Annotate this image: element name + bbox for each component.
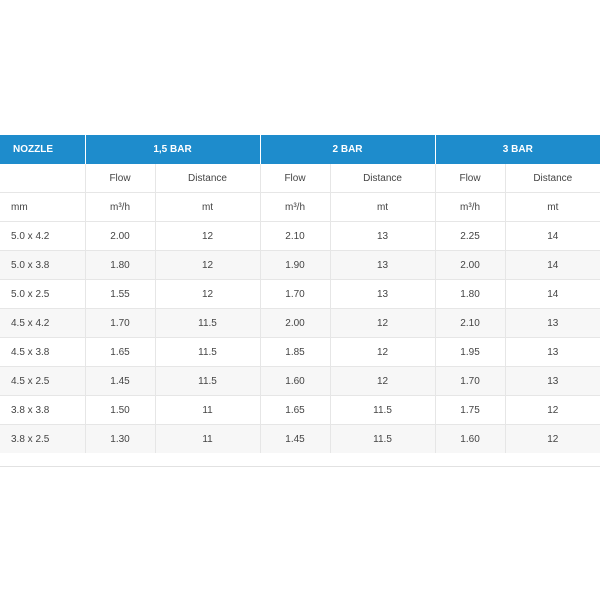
table-cell: 13	[329, 279, 436, 309]
subheader-cell: Flow	[434, 164, 506, 193]
table-cell: 2.10	[259, 221, 331, 251]
table-cell: 11	[154, 395, 261, 425]
table-row: 5.0 x 3.8 1.80 12 1.90 13 2.00 14	[0, 250, 600, 280]
table-cell: 13	[504, 366, 600, 396]
table-cell: 2.00	[434, 250, 506, 280]
table-row: 5.0 x 2.5 1.55 12 1.70 13 1.80 14	[0, 279, 600, 309]
table-cell: 2.10	[434, 308, 506, 338]
nozzle-size-cell: 4.5 x 4.2	[0, 308, 85, 338]
table-row: 4.5 x 4.2 1.70 11.5 2.00 12 2.10 13	[0, 308, 600, 338]
header-nozzle: NOZZLE	[0, 135, 85, 164]
unit-cell: m³/h	[434, 192, 506, 222]
table-cell: 1.95	[434, 337, 506, 367]
nozzle-size-cell: 5.0 x 4.2	[0, 221, 85, 251]
table-row: 3.8 x 2.5 1.30 11 1.45 11.5 1.60 12	[0, 424, 600, 453]
header-3-bar: 3 BAR	[434, 135, 600, 164]
table-cell: 14	[504, 279, 600, 309]
table-cell: 12	[329, 308, 436, 338]
table-cell: 1.50	[84, 395, 155, 425]
table-cell: 1.80	[84, 250, 155, 280]
table-cell: 1.45	[84, 366, 155, 396]
table-row: 4.5 x 2.5 1.45 11.5 1.60 12 1.70 13	[0, 366, 600, 396]
table-cell: 2.25	[434, 221, 506, 251]
header-2-bar: 2 BAR	[259, 135, 436, 164]
table-cell: 13	[329, 221, 436, 251]
unit-cell: mt	[329, 192, 436, 222]
table-cell: 12	[154, 221, 261, 251]
table-cell: 12	[329, 366, 436, 396]
subheader-cell: Distance	[329, 164, 436, 193]
subheader-row: Flow Distance Flow Distance Flow Distanc…	[0, 164, 600, 193]
table-cell: 13	[504, 337, 600, 367]
table-cell: 11.5	[329, 395, 436, 425]
unit-cell: m³/h	[259, 192, 331, 222]
table-cell: 1.85	[259, 337, 331, 367]
unit-cell: mt	[154, 192, 261, 222]
nozzle-size-cell: 4.5 x 3.8	[0, 337, 85, 367]
table-cell: 1.65	[84, 337, 155, 367]
nozzle-size-cell: 3.8 x 3.8	[0, 395, 85, 425]
unit-cell: mt	[504, 192, 600, 222]
table-cell: 2.00	[259, 308, 331, 338]
table-cell: 1.80	[434, 279, 506, 309]
subheader-cell: Flow	[84, 164, 155, 193]
table-cell: 14	[504, 250, 600, 280]
subheader-cell: Distance	[504, 164, 600, 193]
table-cell: 12	[329, 337, 436, 367]
table-cell: 1.60	[434, 424, 506, 453]
unit-cell: m³/h	[84, 192, 155, 222]
pressure-header-row: NOZZLE 1,5 BAR 2 BAR 3 BAR	[0, 135, 600, 164]
table-cell: 1.70	[259, 279, 331, 309]
nozzle-flow-table: NOZZLE 1,5 BAR 2 BAR 3 BAR Flow Distance…	[0, 135, 600, 453]
header-1-5-bar: 1,5 BAR	[84, 135, 261, 164]
table-cell: 13	[504, 308, 600, 338]
subheader-cell: Distance	[154, 164, 261, 193]
unit-cell: mm	[0, 192, 85, 222]
table-cell: 1.70	[434, 366, 506, 396]
table-cell: 11.5	[154, 366, 261, 396]
subheader-cell: Flow	[259, 164, 331, 193]
table-bottom-divider	[0, 466, 600, 467]
nozzle-size-cell: 5.0 x 2.5	[0, 279, 85, 309]
table-cell: 11	[154, 424, 261, 453]
table-cell: 1.30	[84, 424, 155, 453]
table-cell: 12	[154, 250, 261, 280]
subheader-cell	[0, 164, 85, 193]
table-cell: 1.60	[259, 366, 331, 396]
nozzle-size-cell: 4.5 x 2.5	[0, 366, 85, 396]
table-cell: 2.00	[84, 221, 155, 251]
table-cell: 14	[504, 221, 600, 251]
table-cell: 12	[504, 395, 600, 425]
nozzle-size-cell: 5.0 x 3.8	[0, 250, 85, 280]
table-row: 4.5 x 3.8 1.65 11.5 1.85 12 1.95 13	[0, 337, 600, 367]
table-cell: 1.75	[434, 395, 506, 425]
table-cell: 1.90	[259, 250, 331, 280]
table-row: 5.0 x 4.2 2.00 12 2.10 13 2.25 14	[0, 221, 600, 251]
nozzle-size-cell: 3.8 x 2.5	[0, 424, 85, 453]
table-cell: 11.5	[154, 308, 261, 338]
units-row: mm m³/h mt m³/h mt m³/h mt	[0, 192, 600, 222]
table-cell: 11.5	[154, 337, 261, 367]
table-cell: 12	[504, 424, 600, 453]
table-cell: 1.65	[259, 395, 331, 425]
table-cell: 13	[329, 250, 436, 280]
table-cell: 12	[154, 279, 261, 309]
table-cell: 11.5	[329, 424, 436, 453]
nozzle-table-container: NOZZLE 1,5 BAR 2 BAR 3 BAR Flow Distance…	[0, 135, 600, 453]
table-cell: 1.70	[84, 308, 155, 338]
table-cell: 1.45	[259, 424, 331, 453]
table-cell: 1.55	[84, 279, 155, 309]
table-row: 3.8 x 3.8 1.50 11 1.65 11.5 1.75 12	[0, 395, 600, 425]
